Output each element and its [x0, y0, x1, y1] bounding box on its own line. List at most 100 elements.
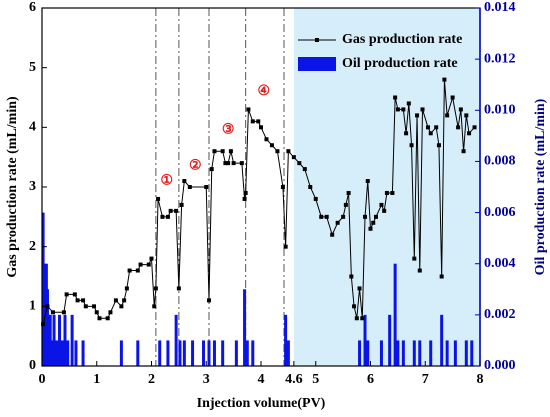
gas-marker	[231, 161, 236, 166]
gas-marker	[146, 262, 151, 267]
gas-marker	[226, 161, 231, 166]
gas-marker	[442, 77, 447, 82]
y2-tick-label: 0.006	[484, 205, 516, 220]
oil-bar	[166, 340, 170, 366]
legend-marker	[315, 38, 319, 42]
gas-marker	[228, 149, 233, 154]
gas-marker	[313, 196, 318, 201]
gas-marker	[308, 185, 313, 189]
gas-marker	[246, 107, 251, 112]
oil-bar	[245, 340, 249, 366]
gas-marker	[239, 161, 244, 166]
oil-bar	[234, 340, 238, 366]
gas-marker	[401, 107, 406, 112]
gas-marker	[363, 214, 368, 219]
gas-marker	[124, 286, 129, 291]
gas-marker	[280, 185, 285, 189]
gas-marker	[135, 268, 140, 273]
gas-marker	[61, 310, 66, 315]
oil-bar	[41, 212, 45, 366]
y2-axis-label: Oil production rate (mL/min)	[533, 98, 548, 275]
oil-bar	[50, 340, 54, 366]
oil-bar	[178, 340, 182, 366]
oil-bar	[182, 340, 186, 366]
gas-line	[42, 79, 475, 325]
y-tick-label: 2	[29, 239, 36, 254]
gas-marker	[450, 95, 455, 100]
oil-bar	[47, 314, 51, 366]
gas-marker	[467, 131, 472, 136]
gas-marker	[264, 137, 269, 142]
gas-marker	[138, 262, 143, 267]
oil-bar	[401, 340, 405, 366]
gas-marker	[335, 220, 340, 225]
gas-marker	[286, 149, 291, 154]
gas-marker	[92, 304, 97, 309]
gas-marker	[160, 214, 165, 219]
oil-bar	[136, 340, 140, 366]
gas-marker	[458, 107, 463, 112]
gas-marker	[275, 149, 280, 154]
oil-bar	[453, 340, 457, 366]
oil-bar	[202, 340, 206, 366]
gas-marker	[81, 298, 86, 303]
gas-marker	[108, 310, 113, 315]
legend-label: Oil production rate	[342, 56, 458, 71]
gas-marker	[428, 131, 433, 136]
gas-marker	[206, 298, 211, 303]
gas-marker	[97, 316, 102, 321]
gas-marker	[105, 316, 110, 321]
oil-bar	[191, 340, 195, 366]
gas-marker	[291, 155, 296, 160]
gas-marker	[297, 161, 302, 166]
y-tick-label: 5	[29, 60, 36, 75]
gas-marker	[384, 190, 389, 195]
oil-bar	[221, 340, 225, 366]
oil-bar	[470, 340, 474, 366]
gas-marker	[461, 149, 466, 154]
gas-marker	[94, 310, 99, 315]
gas-marker	[472, 125, 477, 130]
oil-bar	[48, 314, 52, 366]
gas-marker	[324, 214, 329, 219]
gas-marker	[456, 125, 461, 130]
oil-bar	[429, 340, 433, 366]
x-tick-label: 0	[39, 372, 46, 387]
oil-bar	[286, 340, 290, 366]
gas-marker	[406, 101, 411, 106]
gas-marker	[212, 149, 217, 154]
annotation: ①	[161, 173, 174, 188]
gas-marker	[168, 208, 173, 213]
oil-bar	[55, 340, 59, 366]
y-tick-label: 1	[29, 299, 36, 314]
x-tick-label: 3	[203, 372, 210, 387]
gas-marker	[72, 292, 77, 297]
oil-bar	[358, 340, 362, 366]
x-tick-label: 7	[422, 372, 429, 387]
gas-marker	[379, 202, 384, 207]
gas-marker	[445, 113, 450, 118]
y2-tick-label: 0.000	[484, 358, 516, 373]
gas-marker	[75, 298, 80, 303]
oil-bar	[412, 340, 416, 366]
gas-marker	[346, 190, 351, 195]
oil-bar	[174, 314, 178, 366]
gas-marker	[122, 298, 127, 303]
gas-marker	[204, 185, 209, 189]
oil-bar	[388, 314, 392, 366]
oil-bar	[363, 314, 367, 366]
oil-bar	[207, 340, 211, 366]
gas-marker	[250, 119, 255, 124]
gas-marker	[259, 125, 263, 130]
gas-marker	[269, 143, 274, 148]
legend-swatch	[298, 57, 336, 71]
oil-bar	[212, 340, 216, 366]
oil-bar	[52, 314, 56, 366]
x-tick-label: 8	[477, 372, 484, 387]
oil-bar	[74, 340, 78, 366]
gas-marker	[434, 125, 439, 130]
oil-bar	[440, 314, 444, 366]
gas-marker	[209, 167, 214, 172]
oil-bar	[66, 340, 70, 366]
gas-marker	[395, 107, 400, 112]
